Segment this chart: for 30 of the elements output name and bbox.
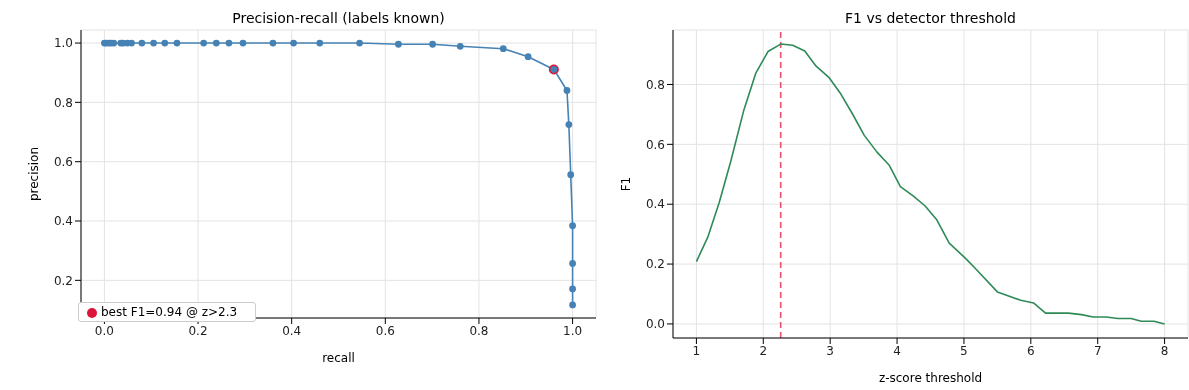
y-tick-label: 0.8 <box>645 77 665 92</box>
y-axis-title: F1 <box>619 176 634 192</box>
y-axis-title: precision <box>27 146 42 202</box>
x-tick-label: 2 <box>759 343 768 358</box>
x-tick-label: 0.8 <box>469 323 489 338</box>
x-tick-label: 0.2 <box>188 323 208 338</box>
x-tick-label: 8 <box>1160 343 1169 358</box>
y-tick-label: 0.2 <box>53 273 73 288</box>
x-tick-label: 0.6 <box>375 323 395 338</box>
chart-title: Precision-recall (labels known) <box>231 10 446 26</box>
x-tick-label: 1 <box>692 343 701 358</box>
x-tick-label: 3 <box>826 343 834 358</box>
x-tick-label: 0.4 <box>282 323 302 338</box>
x-tick-label: 1.0 <box>563 323 583 338</box>
y-tick-label: 0.4 <box>645 197 665 212</box>
y-tick-label: 0.2 <box>645 257 665 272</box>
x-tick-label: 4 <box>893 343 901 358</box>
y-tick-label: 0.8 <box>53 95 73 110</box>
x-axis-title: recall <box>322 351 355 365</box>
x-axis-title: z-score threshold <box>878 371 983 385</box>
y-tick-label: 0.6 <box>645 137 665 152</box>
x-tick-label: 6 <box>1027 343 1035 358</box>
chart-title: F1 vs detector threshold <box>844 10 1017 26</box>
legend-label: best F1=0.94 @ z>2.3 <box>101 305 238 319</box>
x-tick-label: 7 <box>1093 343 1102 358</box>
x-tick-label: 5 <box>960 343 968 358</box>
y-tick-label: 0.4 <box>53 214 73 229</box>
x-tick-label: 0.0 <box>94 323 114 338</box>
y-tick-label: 0.6 <box>53 154 73 169</box>
y-tick-label: 1.0 <box>53 36 73 51</box>
